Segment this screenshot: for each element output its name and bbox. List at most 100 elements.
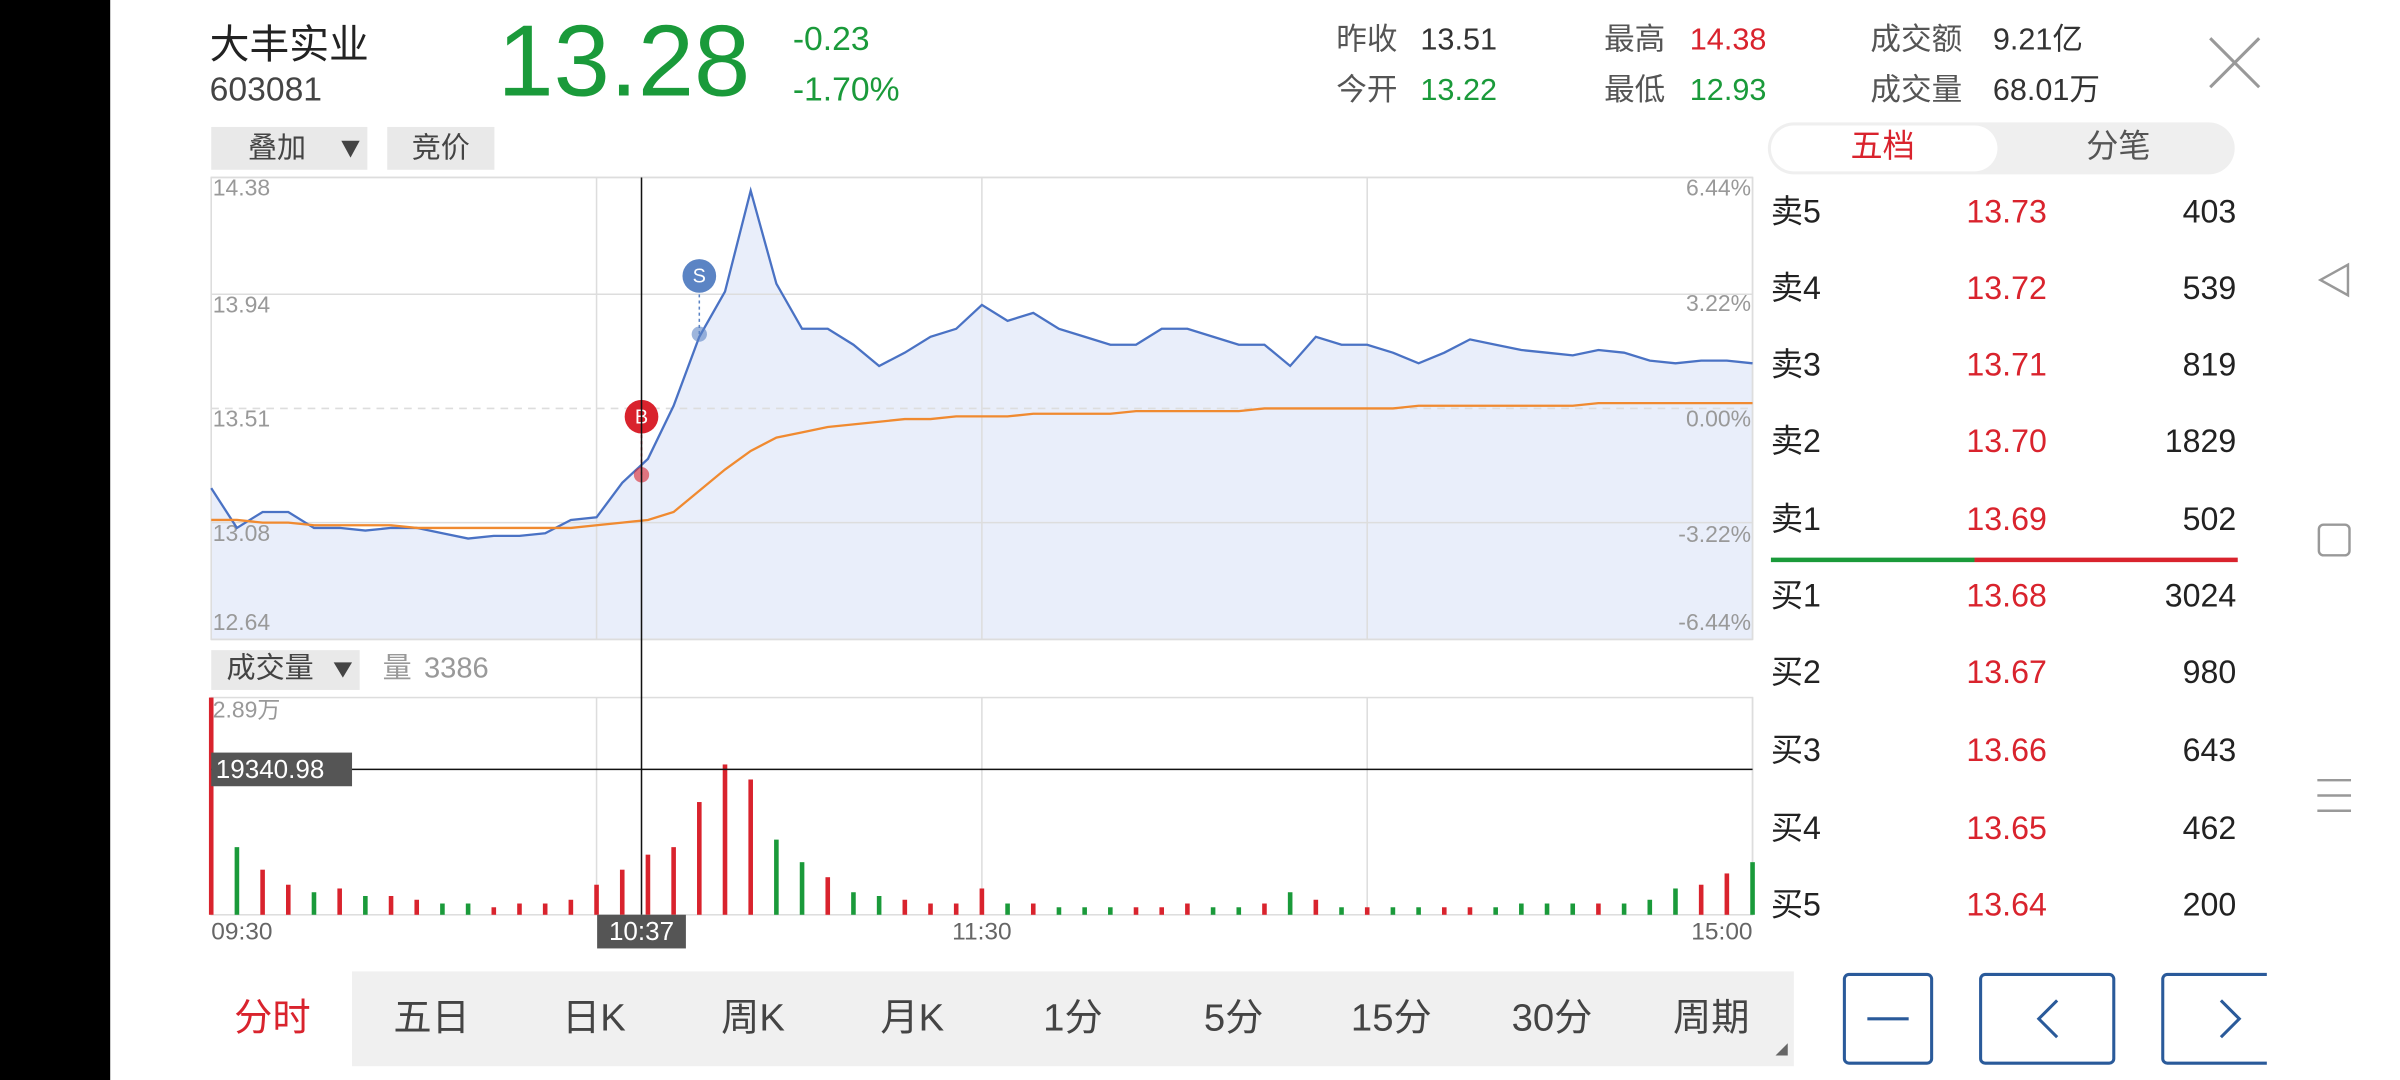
volume-bar bbox=[517, 903, 522, 915]
volume-bar bbox=[542, 903, 548, 915]
order-label: 买2 bbox=[1771, 654, 1821, 690]
indicator-button[interactable] bbox=[211, 650, 360, 690]
volume-bar bbox=[979, 888, 985, 915]
volume-bar bbox=[1596, 903, 1601, 915]
crosshair-x-box bbox=[597, 914, 686, 949]
auction-button[interactable] bbox=[387, 126, 495, 170]
volume-bar bbox=[1673, 888, 1678, 915]
depth-tab-active[interactable] bbox=[1770, 125, 1998, 172]
series-line bbox=[211, 401, 1753, 530]
order-label: 卖4 bbox=[1771, 270, 1821, 306]
order-volume: 980 bbox=[2183, 654, 2237, 690]
volume-bar bbox=[1005, 903, 1010, 915]
volume-bar bbox=[671, 847, 676, 915]
volume-bar bbox=[953, 903, 959, 915]
volume-bar bbox=[311, 892, 317, 915]
period-tab[interactable]: 周期 bbox=[1673, 996, 1750, 1039]
stat-label: 今开 bbox=[1336, 73, 1397, 107]
crosshair-x-label: 10:37 bbox=[609, 916, 674, 946]
trade-label: S bbox=[693, 266, 706, 288]
volume-bar bbox=[1390, 907, 1396, 915]
indicator-label: 成交量 bbox=[227, 652, 314, 685]
order-volume: 403 bbox=[2183, 194, 2237, 230]
order-volume: 539 bbox=[2183, 270, 2237, 306]
volume-bar bbox=[645, 854, 651, 915]
close-button[interactable] bbox=[2209, 37, 2261, 89]
nav-menu[interactable] bbox=[2317, 778, 2352, 812]
order-volume: 462 bbox=[2183, 810, 2237, 846]
trade-point bbox=[691, 326, 707, 342]
period-tab[interactable]: 周K bbox=[721, 996, 785, 1039]
volume-bar bbox=[1133, 907, 1139, 915]
order-label: 买5 bbox=[1771, 887, 1821, 923]
cursor-label: 量 bbox=[383, 653, 412, 685]
volume-bar bbox=[337, 888, 342, 915]
volume-bar bbox=[1236, 907, 1242, 915]
prev-button[interactable] bbox=[1979, 972, 2116, 1065]
volume-bar bbox=[1287, 892, 1293, 915]
volume-bar bbox=[1185, 903, 1190, 915]
volume-bar bbox=[1467, 907, 1473, 915]
period-tab[interactable]: 15分 bbox=[1351, 996, 1432, 1039]
volume-bar bbox=[234, 847, 240, 915]
period-tab[interactable]: 月K bbox=[880, 996, 944, 1039]
period-tab[interactable]: 1分 bbox=[1043, 996, 1103, 1039]
volume-bar bbox=[414, 899, 420, 915]
y-tick-label: 13.51 bbox=[213, 406, 270, 432]
stat-value: 14.38 bbox=[1690, 22, 1767, 56]
crosshair-y-label: 19340.98 bbox=[216, 754, 324, 784]
volume-bar bbox=[876, 895, 882, 915]
order-label: 卖1 bbox=[1771, 501, 1821, 537]
volume-bar bbox=[363, 895, 368, 915]
overlay-label: 叠加 bbox=[248, 133, 306, 165]
period-bar bbox=[352, 971, 1794, 1067]
stat-label: 最低 bbox=[1604, 73, 1665, 107]
stock-name: 大丰实业 bbox=[210, 23, 369, 67]
depth-tab: 分笔 bbox=[2086, 128, 2150, 164]
price-change: -0.23 bbox=[793, 21, 870, 58]
volume-bar bbox=[1364, 907, 1370, 915]
order-volume: 3024 bbox=[2165, 578, 2236, 614]
volume-bar bbox=[1698, 884, 1704, 915]
dropdown-arrow bbox=[341, 140, 360, 158]
volume-bar bbox=[1082, 907, 1087, 915]
order-price: 13.72 bbox=[1966, 270, 2046, 306]
x-tick-label: 11:30 bbox=[952, 919, 1011, 946]
order-label: 买1 bbox=[1771, 578, 1821, 614]
nav-back[interactable] bbox=[2317, 262, 2350, 298]
order-volume: 1829 bbox=[2165, 423, 2236, 459]
volume-bar bbox=[594, 884, 599, 915]
order-label: 买4 bbox=[1771, 810, 1821, 846]
dropdown-arrow bbox=[333, 662, 353, 678]
stat-label: 最高 bbox=[1604, 22, 1665, 56]
volume-bar bbox=[568, 899, 574, 915]
series-line bbox=[210, 186, 1753, 540]
order-price: 13.66 bbox=[1966, 732, 2046, 768]
stat-label: 成交额 bbox=[1870, 22, 1962, 56]
volume-bar bbox=[1210, 907, 1216, 915]
volume-bar bbox=[491, 907, 497, 915]
prev-icon bbox=[2036, 999, 2059, 1039]
stat-label: 成交量 bbox=[1870, 73, 1962, 107]
volume-bar bbox=[1108, 907, 1113, 915]
period-tab[interactable]: 分时 bbox=[234, 996, 311, 1039]
period-tab[interactable]: 30分 bbox=[1512, 996, 1593, 1039]
y-tick-label: 2.89万 bbox=[213, 696, 281, 722]
volume-bar bbox=[440, 903, 445, 915]
trade-badge bbox=[682, 259, 717, 293]
volume-bar bbox=[799, 862, 805, 915]
period-tab[interactable]: 五日 bbox=[393, 996, 470, 1039]
volume-bar bbox=[851, 892, 856, 915]
last-price: 13.28 bbox=[497, 6, 750, 118]
order-price: 13.71 bbox=[1966, 347, 2046, 383]
volume-bar bbox=[748, 779, 753, 915]
y-tick-label: 14.38 bbox=[213, 175, 270, 201]
period-tab[interactable]: 5分 bbox=[1204, 996, 1264, 1039]
order-volume: 502 bbox=[2183, 501, 2237, 537]
stat-value: 12.93 bbox=[1690, 73, 1767, 107]
overlay-button[interactable] bbox=[211, 126, 368, 170]
period-tab[interactable]: 日K bbox=[562, 996, 626, 1039]
y2-tick-label: 6.44% bbox=[1686, 175, 1751, 201]
nav-home[interactable] bbox=[2317, 523, 2351, 557]
